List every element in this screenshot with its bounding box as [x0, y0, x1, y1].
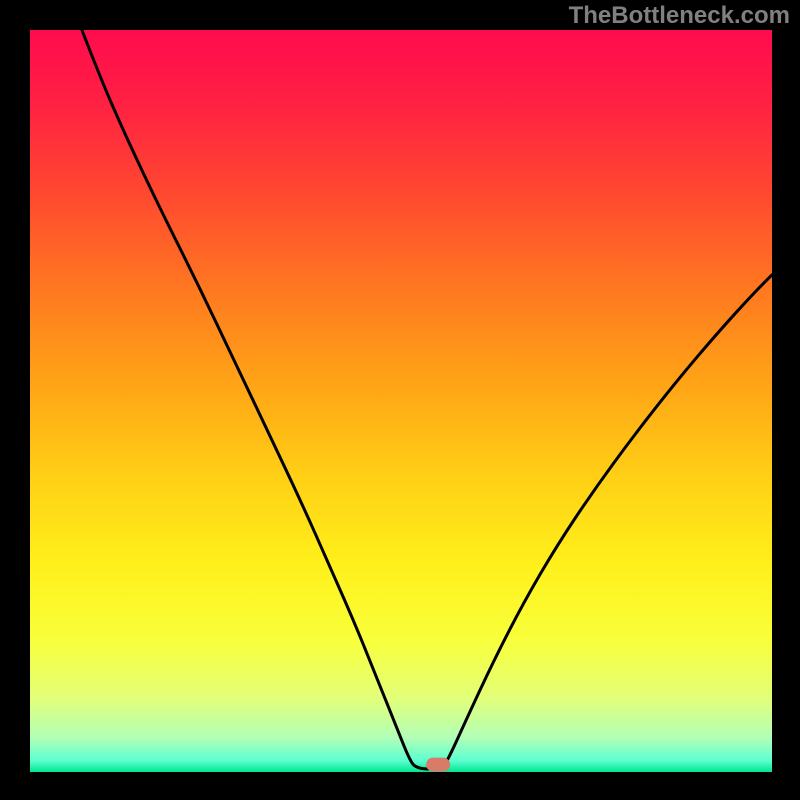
optimal-marker — [426, 758, 450, 772]
chart-svg — [0, 0, 800, 800]
chart-container: TheBottleneck.com — [0, 0, 800, 800]
watermark-text: TheBottleneck.com — [569, 2, 790, 30]
